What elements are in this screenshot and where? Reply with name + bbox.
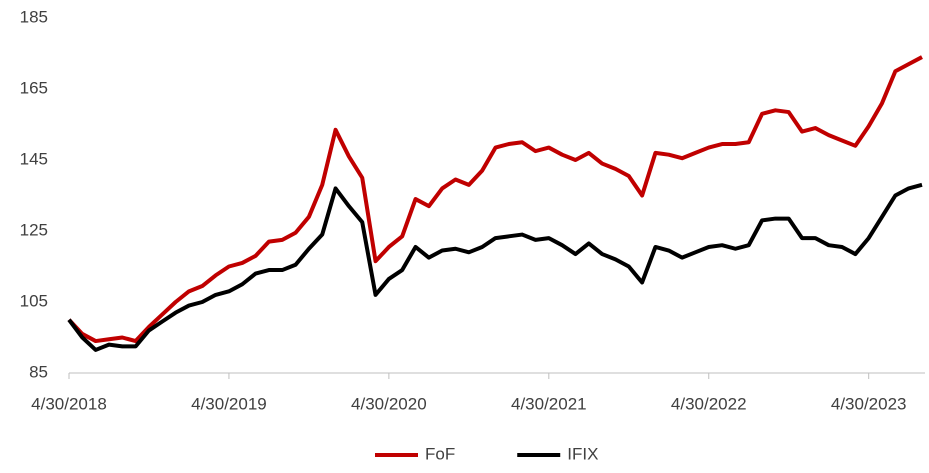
x-tick-label: 4/30/2018 (31, 394, 107, 413)
x-tick-label: 4/30/2020 (351, 394, 427, 413)
x-tick-label: 4/30/2022 (671, 394, 747, 413)
y-tick-label: 105 (20, 291, 48, 310)
series-line (67, 55, 923, 344)
legend-label: IFIX (567, 444, 598, 463)
x-tick-label: 4/30/2019 (191, 394, 267, 413)
y-tick-label: 165 (20, 78, 48, 97)
legend-label: FoF (425, 444, 455, 463)
x-tick-label: 4/30/2023 (831, 394, 907, 413)
y-tick-label: 145 (20, 149, 48, 168)
x-tick-label: 4/30/2021 (511, 394, 587, 413)
y-tick-label: 85 (29, 362, 48, 381)
y-tick-label: 185 (20, 7, 48, 26)
series-line (67, 182, 923, 352)
y-tick-label: 125 (20, 220, 48, 239)
